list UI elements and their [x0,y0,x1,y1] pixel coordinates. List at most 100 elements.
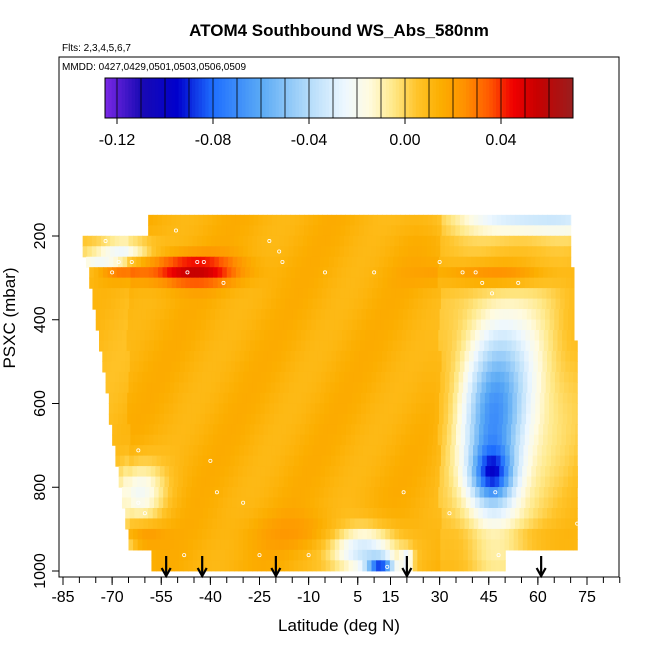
heatmap-cell [125,424,132,436]
heatmap-cell [133,298,139,310]
heatmap-cell [480,403,486,415]
colorbar-segment [429,78,434,118]
heatmap-cell [177,392,183,404]
heatmap-cell [96,235,102,247]
heatmap-cell [298,549,304,561]
heatmap-cell [239,518,246,530]
heatmap-cell [160,246,166,258]
heatmap-cell [216,225,223,237]
heatmap-cell [273,256,280,268]
heatmap-cell [351,497,357,509]
heatmap-cell [355,277,361,289]
heatmap-cell [226,267,232,279]
heatmap-cell [296,497,302,509]
heatmap-cell [410,277,416,289]
heatmap-cell [108,403,115,415]
heatmap-cell [116,424,122,436]
heatmap-cell [159,309,166,321]
heatmap-cell [313,434,320,446]
heatmap-cell [443,256,449,268]
heatmap-cell [158,487,164,499]
heatmap-cell [504,371,510,383]
heatmap-cell [476,466,482,478]
heatmap-cell [138,288,144,300]
heatmap-cell [250,497,256,509]
heatmap-cell [134,350,140,363]
heatmap-cell [403,371,409,383]
heatmap-cell [295,267,301,279]
x-tick-label: 30 [431,589,449,606]
heatmap-cell [331,225,337,237]
heatmap-cell [362,528,368,540]
heatmap-cell [539,392,546,404]
heatmap-cell [138,350,145,363]
heatmap-cell [235,507,241,520]
heatmap-cell [136,413,142,425]
heatmap-cell [448,256,454,268]
heatmap-cell [524,518,530,530]
heatmap-cell [432,518,438,530]
heatmap-cell [219,309,225,321]
heatmap-cell [292,476,299,488]
heatmap-cell [199,434,205,446]
heatmap-cell [390,288,396,300]
colorbar-segment [459,78,464,118]
heatmap-cell [294,298,300,310]
heatmap-cell [537,445,543,457]
heatmap-cell [311,466,317,478]
heatmap-cell [341,267,347,279]
heatmap-cell [523,445,529,457]
heatmap-cell [345,214,351,226]
heatmap-cell [402,256,408,268]
heatmap-cell [457,256,463,268]
heatmap-cell [539,403,546,415]
heatmap-cell [245,487,251,499]
heatmap-cell [501,434,508,446]
heatmap-cell [514,225,521,237]
heatmap-cell [387,487,394,499]
heatmap-cell [244,518,250,530]
heatmap-cell [215,539,221,551]
heatmap-cell [276,225,282,237]
heatmap-cell [307,445,314,457]
heatmap-cell [447,330,453,342]
heatmap-cell [552,267,558,279]
heatmap-cell [369,330,375,342]
heatmap-cell [473,507,479,520]
heatmap-cell [509,382,515,394]
heatmap-cell [499,235,506,247]
heatmap-cell [399,539,405,551]
heatmap-cell [362,298,369,310]
heatmap-cell [155,309,161,321]
heatmap-cell [277,267,283,279]
heatmap-cell [151,382,157,394]
heatmap-cell [268,277,274,289]
heatmap-cell [463,528,469,540]
heatmap-cell [172,487,178,499]
heatmap-cell [533,434,540,446]
heatmap-cell [207,298,213,310]
heatmap-cell [236,487,242,499]
heatmap-cell [201,476,207,488]
heatmap-cell [345,424,352,436]
heatmap-cell [525,330,531,342]
heatmap-cell [472,560,478,572]
heatmap-cell [431,549,437,561]
heatmap-cell [314,487,320,499]
colorbar-segment [198,78,203,118]
heatmap-cell [554,371,561,383]
heatmap-cell [144,424,150,436]
heatmap-cell [391,507,397,520]
heatmap-cell [213,340,219,352]
heatmap-cell [558,403,564,415]
flight-marker-arrow [270,556,282,579]
x-tick-label: -55 [150,589,173,606]
heatmap-cell [426,539,432,551]
heatmap-cell [241,487,247,499]
heatmap-cell [385,528,391,540]
heatmap-cell [264,413,270,425]
heatmap-cell [517,476,523,488]
heatmap-cell [228,256,234,268]
heatmap-cell [505,350,511,363]
heatmap-cell [440,455,447,467]
